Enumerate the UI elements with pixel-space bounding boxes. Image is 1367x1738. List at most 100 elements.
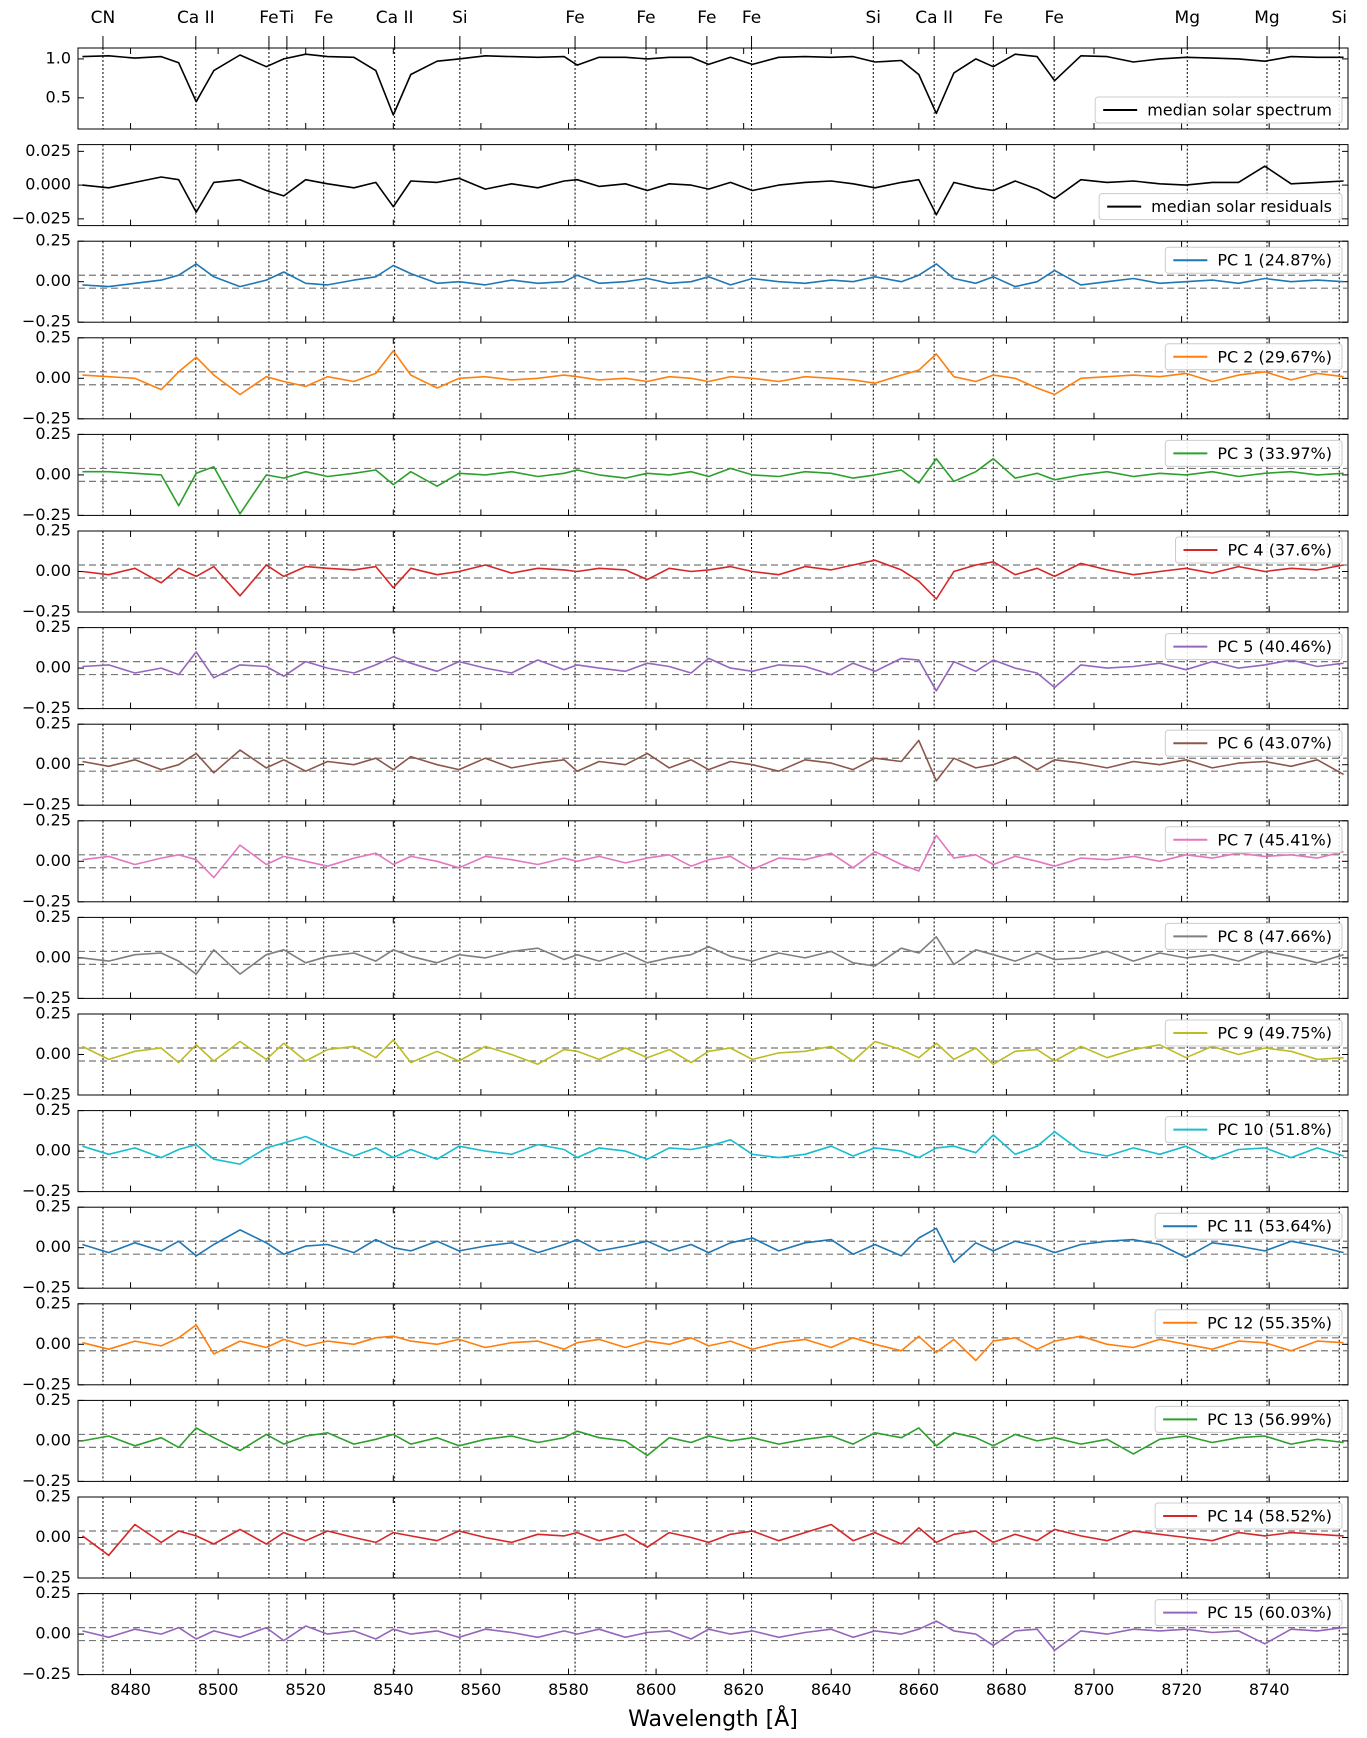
legend-box — [1094, 96, 1343, 124]
y-tick-label: 0.00 — [35, 1624, 71, 1643]
legend: PC 11 (53.64%) — [1154, 1212, 1343, 1240]
legend: PC 8 (47.66%) — [1164, 922, 1343, 950]
y-tick-label: 0.25 — [35, 1390, 71, 1409]
legend-box — [1164, 633, 1343, 661]
data-line — [81, 1523, 1344, 1557]
legend: PC 12 (55.35%) — [1154, 1309, 1343, 1337]
x-tick-label: 8620 — [723, 1680, 764, 1699]
y-tick-label: 0.025 — [25, 141, 71, 160]
y-tick-label: 0.25 — [35, 907, 71, 926]
data-line — [82, 350, 1344, 396]
legend-label: PC 8 (47.66%) — [1217, 927, 1332, 946]
legend: PC 9 (49.75%) — [1164, 1019, 1343, 1047]
panel-frame — [77, 47, 1349, 130]
feature-label: Fe — [697, 8, 716, 28]
y-tick-label: 0.00 — [35, 1141, 71, 1160]
y-tick-label: −0.25 — [22, 1664, 71, 1683]
legend-label: PC 13 (56.99%) — [1207, 1410, 1332, 1429]
data-line — [82, 53, 1344, 116]
y-tick-label: 0.25 — [35, 714, 71, 733]
legend: PC 1 (24.87%) — [1164, 246, 1343, 274]
y-tick-label: 0.25 — [35, 1004, 71, 1023]
legend-box — [1154, 1405, 1343, 1433]
x-axis-label: Wavelength [Å] — [628, 1705, 798, 1732]
data-line — [82, 263, 1344, 288]
legend: PC 6 (43.07%) — [1164, 729, 1343, 757]
data-line — [82, 936, 1344, 975]
y-tick-label: 0.5 — [46, 87, 71, 106]
y-tick-label: 1.0 — [46, 48, 71, 67]
y-tick-label: 0.00 — [35, 1430, 71, 1449]
feature-label: Fe — [314, 8, 333, 28]
data-line — [82, 559, 1344, 600]
y-tick-label: 0.00 — [35, 851, 71, 870]
legend: PC 14 (58.52%) — [1154, 1502, 1343, 1530]
feature-label: Fe — [636, 8, 655, 28]
y-tick-label: 0.25 — [35, 521, 71, 540]
legend-box — [1154, 1212, 1343, 1240]
y-tick-label: −0.25 — [22, 505, 71, 524]
data-line — [82, 1427, 1344, 1457]
y-tick-label: −0.25 — [22, 795, 71, 814]
legend-label: median solar residuals — [1151, 197, 1332, 216]
legend-label: PC 2 (29.67%) — [1217, 347, 1332, 366]
legend: PC 2 (29.67%) — [1164, 343, 1343, 371]
x-tick-label: 8740 — [1249, 1680, 1290, 1699]
y-tick-label: −0.25 — [22, 891, 71, 910]
legend-box — [1154, 1599, 1343, 1627]
x-tick-label: 8540 — [373, 1680, 414, 1699]
y-tick-label: −0.25 — [22, 1085, 71, 1104]
y-tick-label: 0.00 — [35, 464, 71, 483]
legend-box — [1164, 246, 1343, 274]
y-tick-label: −0.25 — [22, 1374, 71, 1393]
y-tick-label: −0.25 — [22, 312, 71, 331]
feature-label: Ca II — [915, 8, 953, 28]
legend: median solar spectrum — [1094, 96, 1343, 124]
x-tick-label: 8640 — [811, 1680, 852, 1699]
legend-box — [1164, 439, 1343, 467]
legend-label: PC 5 (40.46%) — [1217, 637, 1332, 656]
feature-label: Fe — [742, 8, 761, 28]
legend-box — [1164, 826, 1343, 854]
data-line — [82, 165, 1344, 216]
legend-label: PC 6 (43.07%) — [1217, 734, 1332, 753]
y-tick-label: 0.25 — [35, 1293, 71, 1312]
legend: PC 7 (45.41%) — [1164, 826, 1343, 854]
data-line — [82, 1324, 1344, 1362]
legend-label: PC 9 (49.75%) — [1217, 1024, 1332, 1043]
y-tick-label: 0.00 — [35, 1527, 71, 1546]
y-tick-label: 0.25 — [35, 424, 71, 443]
feature-label: CN — [91, 8, 116, 28]
legend-box — [1164, 1019, 1343, 1047]
legend-box — [1154, 1502, 1343, 1530]
legend-box — [1175, 536, 1343, 564]
x-tick-label: 8580 — [548, 1680, 589, 1699]
data-line — [82, 739, 1344, 782]
legend: PC 3 (33.97%) — [1164, 439, 1343, 467]
y-tick-label: 0.000 — [25, 175, 71, 194]
legend-label: PC 3 (33.97%) — [1217, 444, 1332, 463]
y-tick-label: 0.25 — [35, 231, 71, 250]
feature-label: Ti — [279, 8, 295, 28]
feature-label: Fe — [1044, 8, 1063, 28]
y-tick-label: −0.25 — [22, 1568, 71, 1587]
legend-box — [1154, 1309, 1343, 1337]
y-tick-label: 0.00 — [35, 368, 71, 387]
y-tick-label: 0.00 — [35, 561, 71, 580]
y-tick-label: 0.25 — [35, 1197, 71, 1216]
y-tick-label: 0.25 — [35, 810, 71, 829]
legend: PC 13 (56.99%) — [1154, 1405, 1343, 1433]
feature-label: Mg — [1254, 8, 1279, 28]
data-line — [82, 834, 1344, 879]
y-tick-label: −0.25 — [22, 1278, 71, 1297]
data-line — [82, 1039, 1344, 1065]
legend-label: PC 15 (60.03%) — [1207, 1603, 1332, 1622]
legend-label: PC 11 (53.64%) — [1207, 1217, 1332, 1236]
y-tick-label: 0.00 — [35, 271, 71, 290]
x-tick-label: 8660 — [898, 1680, 939, 1699]
y-tick-label: −0.25 — [22, 1471, 71, 1490]
feature-label: Mg — [1175, 8, 1200, 28]
legend-label: PC 4 (37.6%) — [1228, 541, 1332, 560]
y-tick-label: 0.00 — [35, 947, 71, 966]
